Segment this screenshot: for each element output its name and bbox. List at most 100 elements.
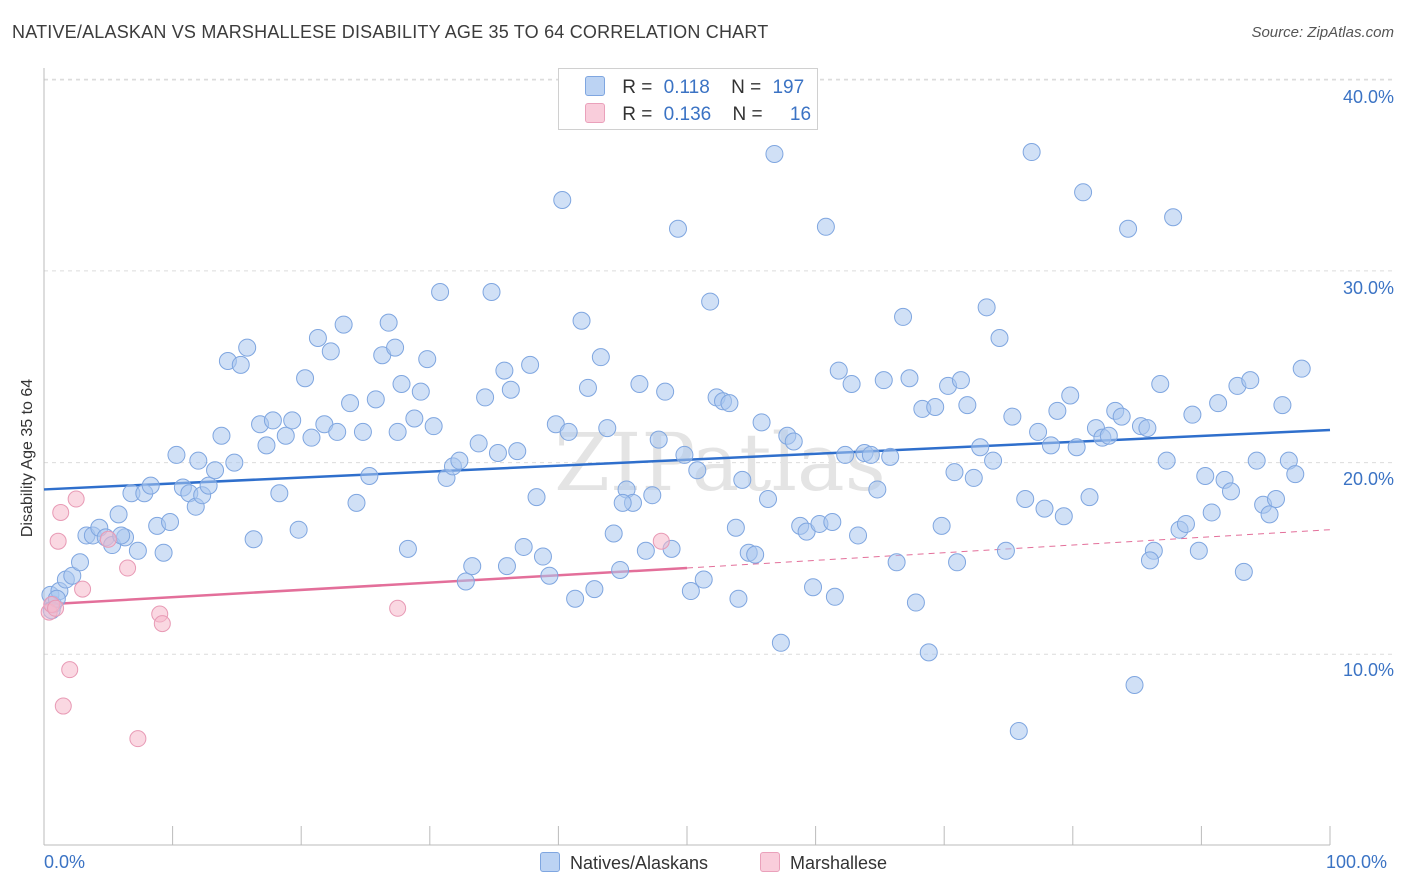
natives-point — [784, 432, 803, 451]
natives-point — [906, 593, 925, 612]
natives-point — [1067, 438, 1086, 457]
natives-point — [1234, 562, 1253, 581]
natives-point — [1286, 465, 1305, 484]
natives-point — [668, 219, 687, 238]
natives-point — [1241, 371, 1260, 390]
natives-point — [244, 530, 263, 549]
natives-point — [1016, 490, 1035, 509]
marshallese-point — [129, 730, 147, 748]
natives-point — [1292, 359, 1311, 378]
natives-point — [302, 428, 321, 447]
x-tick-100: 100.0% — [1326, 852, 1388, 872]
natives-point — [347, 493, 366, 512]
natives-point — [771, 633, 790, 652]
natives-point — [308, 328, 327, 347]
natives-point — [636, 541, 655, 560]
marshallese-point — [61, 661, 79, 679]
natives-point — [321, 342, 340, 361]
natives-point — [71, 553, 90, 572]
natives-point — [341, 394, 360, 413]
natives-point — [63, 566, 82, 585]
natives-point — [553, 190, 572, 209]
natives-point — [488, 444, 507, 463]
natives-point — [238, 338, 257, 357]
natives-point — [733, 470, 752, 489]
bottom-legend-marshallese: Marshallese — [760, 852, 887, 874]
legend-n-value: 197 — [772, 77, 805, 98]
natives-point — [167, 445, 186, 464]
natives-point — [283, 411, 302, 430]
natives-point — [996, 541, 1015, 560]
y-tick-40: 40.0% — [1342, 87, 1394, 107]
natives-point — [334, 315, 353, 334]
natives-point — [688, 461, 707, 480]
natives-point — [1009, 721, 1028, 740]
natives-point — [109, 505, 128, 524]
natives-point — [919, 643, 938, 662]
natives-point — [521, 355, 540, 374]
natives-point — [729, 589, 748, 608]
natives-point — [533, 547, 552, 566]
natives-point — [1157, 451, 1176, 470]
legend-row-natives: R = 0.118 N = 197 — [585, 76, 804, 99]
bottom-legend-label-natives: Natives/Alaskans — [570, 853, 709, 873]
natives-point — [360, 467, 379, 486]
natives-point — [540, 566, 559, 585]
natives-point — [398, 539, 417, 558]
natives-point — [849, 526, 868, 545]
natives-point — [161, 513, 180, 532]
natives-point — [424, 417, 443, 436]
natives-point — [418, 350, 437, 369]
natives-point — [289, 520, 308, 539]
natives-point — [1119, 219, 1138, 238]
natives-point — [951, 371, 970, 390]
natives-point — [958, 396, 977, 415]
natives-point — [964, 468, 983, 487]
natives-point — [598, 419, 617, 438]
natives-point — [276, 426, 295, 445]
natives-point — [206, 461, 225, 480]
natives-point — [1202, 503, 1221, 522]
natives-point — [366, 390, 385, 409]
natives-point — [611, 560, 630, 579]
legend-r-label: R = — [622, 104, 653, 125]
natives-point — [1247, 451, 1266, 470]
natives-point — [591, 348, 610, 367]
natives-point — [726, 518, 745, 537]
natives-point — [990, 328, 1009, 347]
natives-point — [501, 380, 520, 399]
natives-point — [257, 436, 276, 455]
natives-point — [868, 480, 887, 499]
natives-point — [842, 375, 861, 394]
natives-point — [1080, 488, 1099, 507]
natives-point — [1029, 422, 1048, 441]
natives-point — [861, 445, 880, 464]
natives-point — [405, 409, 424, 428]
natives-point — [1022, 143, 1041, 162]
natives-point — [392, 375, 411, 394]
natives-point — [353, 422, 372, 441]
natives-point — [701, 292, 720, 311]
natives-point — [1099, 426, 1118, 445]
natives-point — [1041, 436, 1060, 455]
natives-point — [900, 369, 919, 388]
marshallese-point — [389, 599, 407, 617]
natives-point — [874, 371, 893, 390]
natives-point — [825, 587, 844, 606]
natives-point — [514, 537, 533, 556]
natives-point — [189, 451, 208, 470]
natives-point — [128, 541, 147, 560]
natives-point — [656, 382, 675, 401]
natives-point — [199, 476, 218, 495]
marshallese-point — [652, 532, 670, 550]
natives-point — [746, 545, 765, 564]
bottom-legend-label-marshallese: Marshallese — [790, 853, 888, 873]
natives-point — [431, 282, 450, 301]
bottom-legend-swatch-marshallese — [760, 852, 780, 872]
natives-point — [566, 589, 585, 608]
natives-point — [1048, 401, 1067, 420]
natives-point — [527, 488, 546, 507]
natives-point — [1125, 675, 1144, 694]
natives-point — [476, 388, 495, 407]
